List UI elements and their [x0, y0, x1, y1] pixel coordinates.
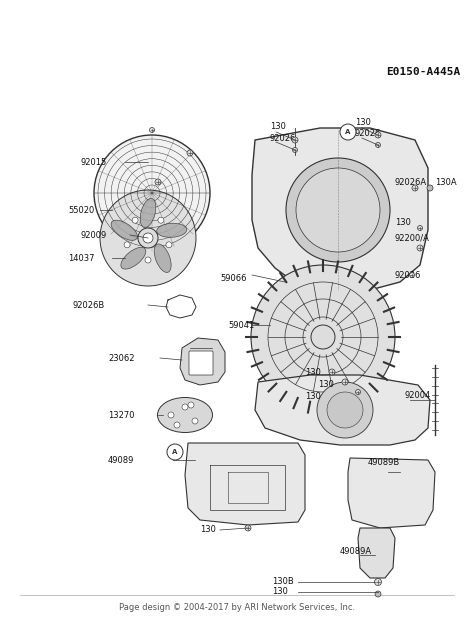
Ellipse shape — [157, 397, 212, 433]
Text: 92200/A: 92200/A — [395, 233, 430, 243]
Circle shape — [340, 124, 356, 140]
Text: A: A — [173, 449, 178, 455]
Ellipse shape — [154, 244, 171, 272]
Circle shape — [138, 228, 158, 248]
Text: Page design © 2004-2017 by ARI Network Services, Inc.: Page design © 2004-2017 by ARI Network S… — [119, 604, 355, 612]
Ellipse shape — [111, 220, 137, 240]
Circle shape — [412, 185, 418, 191]
Text: 130: 130 — [200, 526, 216, 534]
Circle shape — [166, 242, 172, 248]
Circle shape — [100, 190, 196, 286]
Text: 130: 130 — [305, 368, 321, 376]
Text: 130: 130 — [272, 587, 288, 597]
Circle shape — [317, 382, 373, 438]
Text: 130: 130 — [318, 379, 334, 389]
Text: 49089: 49089 — [108, 456, 134, 464]
Circle shape — [143, 233, 153, 243]
Circle shape — [187, 150, 193, 156]
Circle shape — [158, 217, 164, 223]
Text: 92026: 92026 — [355, 129, 382, 137]
Circle shape — [132, 217, 138, 223]
Circle shape — [292, 137, 298, 143]
Circle shape — [168, 412, 174, 418]
Text: 130: 130 — [395, 217, 411, 227]
Circle shape — [410, 272, 414, 277]
Polygon shape — [358, 528, 395, 578]
Text: 130: 130 — [305, 391, 321, 400]
Text: 23062: 23062 — [108, 353, 135, 363]
Circle shape — [149, 128, 155, 132]
Circle shape — [292, 147, 298, 152]
Circle shape — [417, 245, 423, 251]
Circle shape — [374, 579, 382, 586]
Polygon shape — [180, 338, 225, 385]
Circle shape — [245, 525, 251, 531]
Circle shape — [375, 132, 381, 138]
Polygon shape — [348, 458, 435, 528]
Text: E0150-A445A: E0150-A445A — [386, 67, 460, 77]
Polygon shape — [252, 128, 428, 292]
Text: 92026A: 92026A — [395, 178, 427, 186]
Circle shape — [155, 179, 161, 185]
Circle shape — [342, 379, 348, 385]
Text: 59066: 59066 — [220, 274, 246, 282]
Text: 14037: 14037 — [68, 254, 94, 262]
Circle shape — [375, 142, 381, 147]
Circle shape — [124, 242, 130, 248]
Text: 92026B: 92026B — [72, 300, 104, 310]
Text: A: A — [346, 129, 351, 135]
Circle shape — [251, 265, 395, 409]
Circle shape — [174, 422, 180, 428]
Circle shape — [188, 402, 194, 408]
Ellipse shape — [140, 199, 156, 228]
Text: 130A: 130A — [435, 178, 456, 186]
Circle shape — [192, 418, 198, 424]
Polygon shape — [255, 375, 430, 445]
Circle shape — [167, 444, 183, 460]
Text: 49089A: 49089A — [340, 547, 372, 556]
Text: 55020: 55020 — [68, 206, 94, 215]
Text: 130: 130 — [355, 118, 371, 126]
Ellipse shape — [121, 248, 146, 269]
Text: 130: 130 — [270, 121, 286, 131]
Circle shape — [356, 389, 361, 394]
Circle shape — [375, 591, 381, 597]
Circle shape — [182, 404, 188, 410]
Text: 130B: 130B — [272, 578, 294, 586]
Circle shape — [286, 158, 390, 262]
Circle shape — [327, 392, 363, 428]
Polygon shape — [185, 443, 305, 525]
Text: 92026: 92026 — [270, 134, 296, 142]
Text: 92004: 92004 — [405, 391, 431, 399]
Circle shape — [329, 369, 335, 375]
Text: 59041: 59041 — [228, 321, 254, 329]
FancyBboxPatch shape — [189, 351, 213, 375]
Circle shape — [145, 257, 151, 263]
Circle shape — [418, 225, 422, 230]
Text: 92015: 92015 — [80, 157, 106, 167]
Circle shape — [311, 325, 335, 349]
Text: 92026: 92026 — [395, 271, 421, 280]
Circle shape — [94, 135, 210, 251]
Circle shape — [296, 168, 380, 252]
Text: 49089B: 49089B — [368, 457, 400, 467]
Ellipse shape — [157, 223, 187, 237]
Text: 13270: 13270 — [108, 410, 135, 420]
Text: 92009: 92009 — [80, 230, 106, 240]
Circle shape — [427, 185, 433, 191]
